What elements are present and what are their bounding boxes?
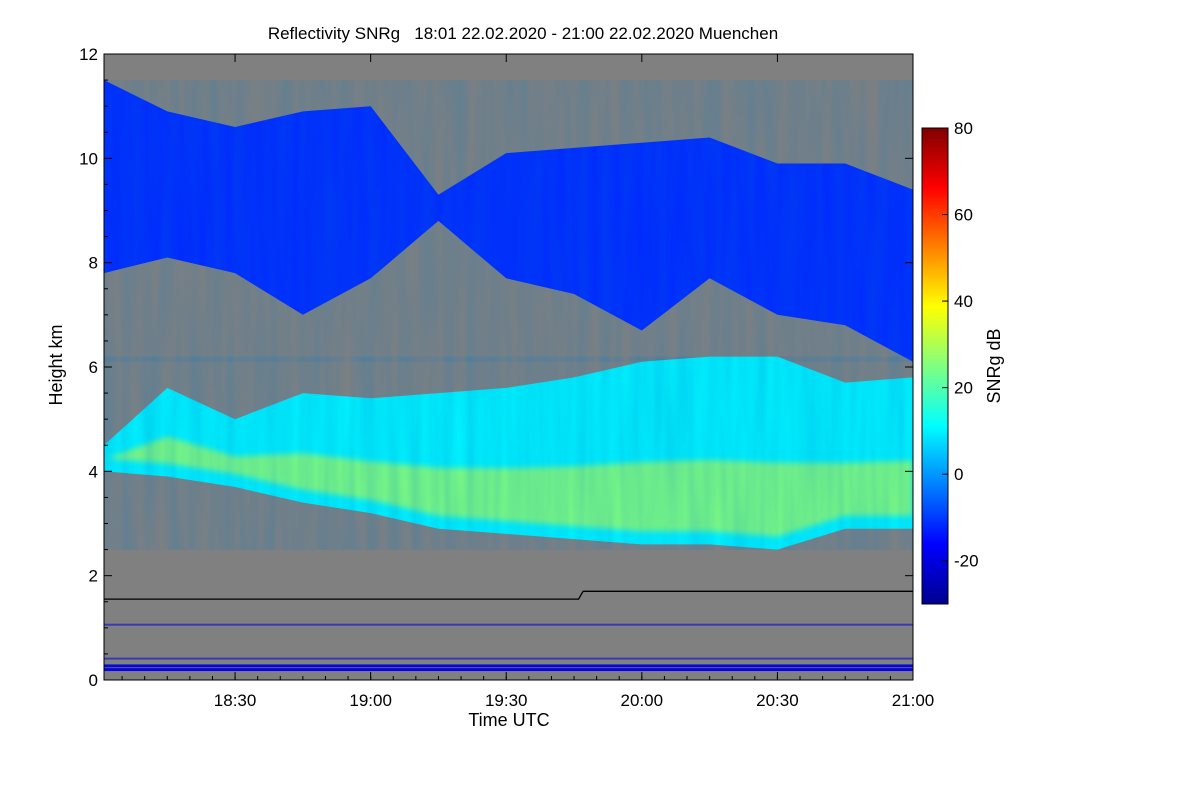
y-tick-label: 12 [79,45,98,64]
y-tick-label: 6 [89,358,98,377]
x-tick-label: 19:30 [485,691,528,710]
lower-cloud-texture [104,356,913,550]
x-axis: 18:30 19:00 19:30 20:00 20:30 21:00 [121,54,935,710]
y-tick-label: 4 [89,462,98,481]
x-tick-label: 21:00 [892,691,935,710]
y-axis-label: Height km [46,324,66,405]
noise-band [104,668,913,672]
colorbar-tick-label: 40 [954,292,973,311]
colorbar-tick-label: 0 [954,465,963,484]
y-tick-label: 10 [79,149,98,168]
colorbar: -20 0 20 40 60 80 SNRg dB [921,119,1004,605]
x-tick-label: 18:30 [214,691,257,710]
y-tick-label: 0 [89,671,98,690]
colorbar-tick-label: 80 [954,119,973,138]
x-tick-label: 20:30 [756,691,799,710]
y-axis: 0 2 4 6 8 10 12 [79,45,913,690]
boundary-line [104,590,913,600]
chart-title: Reflectivity SNRg 18:01 22.02.2020 - 21:… [268,24,778,43]
colorbar-tick-label: 60 [954,206,973,225]
noise-band [104,623,913,626]
x-axis-label: Time UTC [468,710,549,730]
colorbar-ticks: -20 0 20 40 60 80 [942,119,979,571]
upper-cloud-texture [104,80,913,362]
y-tick-label: 2 [89,567,98,586]
x-tick-label: 20:00 [621,691,664,710]
plot-area [104,54,913,680]
noise-band [104,657,913,660]
colorbar-scale [921,127,949,605]
noise-band [104,664,913,668]
x-tick-label: 19:00 [349,691,392,710]
colorbar-tick-label: -20 [954,552,979,571]
colorbar-tick-label: 20 [954,379,973,398]
noise-bands [104,623,913,672]
colorbar-label: SNRg dB [984,328,1004,403]
y-tick-label: 8 [89,254,98,273]
